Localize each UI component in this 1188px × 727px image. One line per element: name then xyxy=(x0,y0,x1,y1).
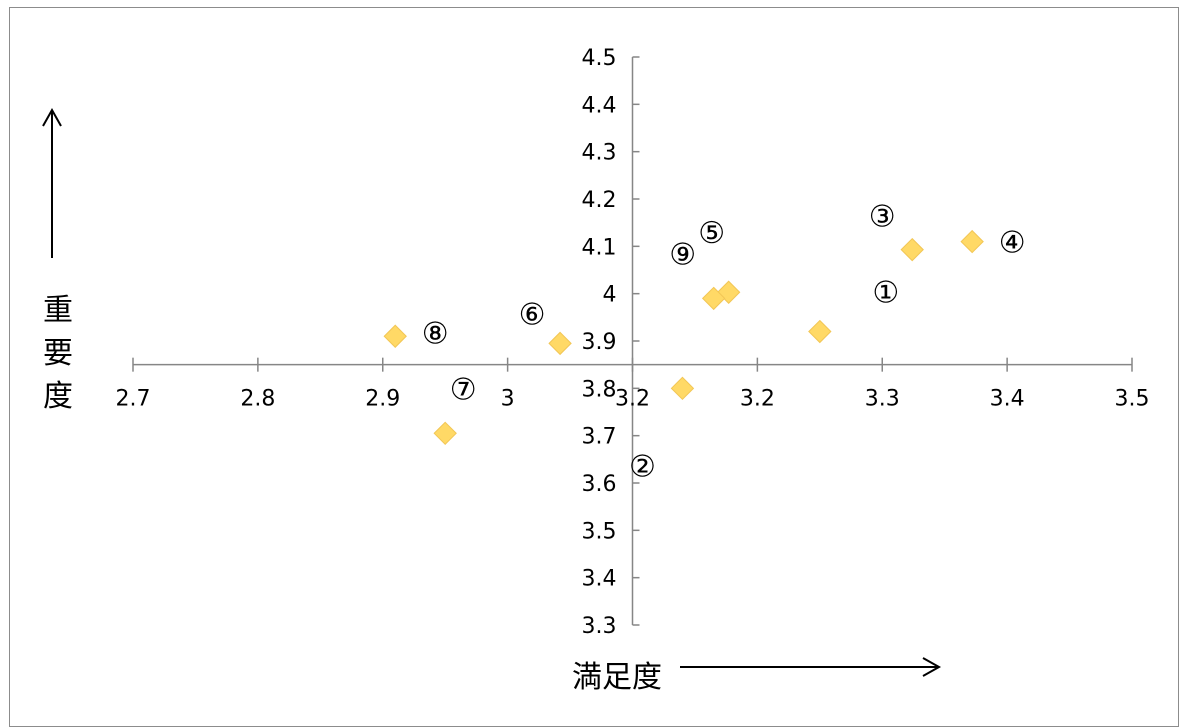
y-axis-title-char-0: 重 xyxy=(43,293,73,328)
data-point xyxy=(670,376,695,401)
data-point xyxy=(960,229,984,254)
y-tick-label: 3.6 xyxy=(582,472,617,497)
point-label: ⑥ xyxy=(519,297,546,332)
x-axis-title: 満足度 xyxy=(572,660,662,695)
y-tick-label: 3.8 xyxy=(582,377,617,402)
point-label: ④ xyxy=(999,226,1026,261)
y-tick-label: 4.4 xyxy=(582,93,617,118)
data-point xyxy=(808,319,832,344)
point-label: ⑤ xyxy=(698,216,725,251)
y-tick-label: 4.3 xyxy=(582,141,617,166)
point-label: ② xyxy=(629,449,656,484)
x-arrow-head-icon xyxy=(922,657,942,677)
data-points xyxy=(383,229,984,446)
point-label: ⑧ xyxy=(422,316,449,351)
y-tick-label: 4.1 xyxy=(582,235,617,260)
data-point xyxy=(701,286,726,311)
point-label: ⑨ xyxy=(669,237,696,272)
data-point xyxy=(900,237,924,262)
y-tick-label: 3.5 xyxy=(582,519,617,544)
y-axis-title-char-1: 要 xyxy=(43,336,73,371)
y-tick-label: 3.3 xyxy=(582,614,617,639)
x-tick-label: 3 xyxy=(501,387,515,412)
x-tick-label: 3.2 xyxy=(615,387,650,412)
y-tick-label: 4 xyxy=(603,283,617,308)
y-axis-title-char-2: 度 xyxy=(43,379,73,414)
x-tick-label: 3.5 xyxy=(1115,387,1150,412)
y-tick-label: 4.2 xyxy=(582,188,617,213)
x-tick-label: 3.4 xyxy=(990,387,1025,412)
y-tick-label: 3.4 xyxy=(582,567,617,592)
tick-labels: 2.7 2.8 2.9 3 3.2 3.2 3.3 3.4 3.5 4.5 4.4 4.3 4.2 4.1… xyxy=(116,46,1150,639)
x-tick-label: 3.3 xyxy=(865,387,900,412)
x-tick-label: 2.7 xyxy=(116,387,151,412)
y-tick-label: 3.7 xyxy=(582,425,617,450)
y-arrow-head-icon xyxy=(42,107,62,127)
y-tick-label: 4.5 xyxy=(582,46,617,71)
x-tick-label: 2.9 xyxy=(365,387,400,412)
point-label: ③ xyxy=(869,200,896,235)
axis-titles: 重 要 度 満足度 xyxy=(42,107,942,695)
point-label: ⑦ xyxy=(450,372,477,407)
data-point xyxy=(548,331,572,356)
point-label: ① xyxy=(872,276,899,311)
x-tick-label: 3.2 xyxy=(740,387,775,412)
axes xyxy=(132,56,1133,626)
data-point xyxy=(383,324,407,348)
point-labels: ① ② ③ ④ ⑤ ⑥ ⑦⑧ ⑨ xyxy=(422,200,1026,485)
y-tick-label: 3.9 xyxy=(582,330,617,355)
x-tick-label: 2.8 xyxy=(240,387,275,412)
data-point xyxy=(433,421,457,446)
